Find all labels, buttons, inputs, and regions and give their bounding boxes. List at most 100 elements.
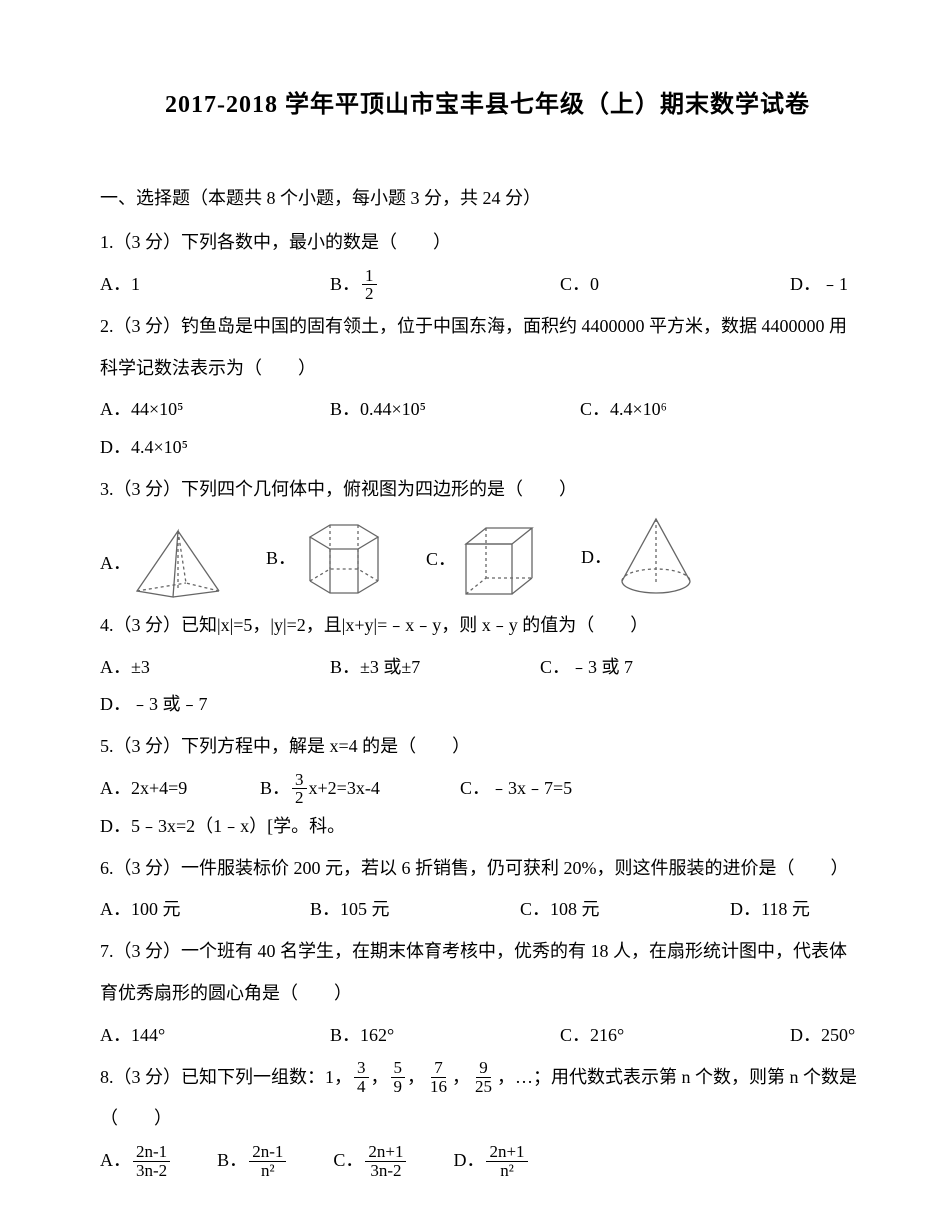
question-2-line2: 科学记数法表示为（ ） [100,350,875,388]
frac-den: 9 [391,1078,406,1096]
frac-den: 2 [292,789,307,807]
q5-opt-c: C．﹣3x﹣7=5 [460,770,610,808]
frac-den: 25 [472,1078,495,1096]
q5-opt-a: A．2x+4=9 [100,770,230,808]
q4-opt-c: C．﹣3 或 7 [540,649,730,687]
q5-b-post: x+2=3x-4 [309,770,380,808]
q8-opt-b: B． 2n-1n² [217,1142,288,1180]
q2-opt-d: D．4.4×10⁵ [100,429,188,467]
fraction: 3 2 [292,771,307,808]
q8-pre: 8.（3 分）已知下列一组数：1， [100,1059,352,1097]
q7-opt-c: C．216° [560,1017,740,1055]
question-4-options: A．±3 B．±3 或±7 C．﹣3 或 7 D．﹣3 或﹣7 [100,649,875,725]
question-4: 4.（3 分）已知|x|=5，|y|=2，且|x+y|=﹣x﹣y，则 x﹣y 的… [100,607,875,645]
pyramid-icon [131,525,226,603]
q6-opt-d: D．118 元 [730,891,810,929]
q1-opt-d: D．﹣1 [790,266,848,304]
question-1-options: A．1 B． 1 2 C．0 D．﹣1 [100,266,875,304]
cube-icon [456,518,541,603]
q3-d-label: D． [581,539,612,577]
page-title: 2017-2018 学年平顶山市宝丰县七年级（上）期末数学试卷 [100,80,875,130]
question-8: 8.（3 分）已知下列一组数：1， 34 ， 59 ， 716 ， 925 ，…… [100,1059,875,1097]
q8-c-label: C． [333,1142,363,1180]
q2-opt-c: C．4.4×10⁶ [580,391,760,429]
q8-post: ，…；用代数式表示第 n 个数，则第 n 个数是 [497,1059,857,1097]
comma: ， [452,1059,470,1097]
question-5: 5.（3 分）下列方程中，解是 x=4 的是（ ） [100,728,875,766]
frac-den: n² [258,1162,278,1180]
frac-num: 5 [391,1059,406,1078]
q1-opt-b: B． 1 2 [330,266,510,304]
comma: ， [407,1059,425,1097]
frac-den: 3n-2 [133,1162,170,1180]
q1-opt-c: C．0 [560,266,740,304]
q6-opt-b: B．105 元 [310,891,470,929]
section-header: 一、选择题（本题共 8 个小题，每小题 3 分，共 24 分） [100,180,875,218]
q4-opt-d: D．﹣3 或﹣7 [100,686,208,724]
q8-b-label: B． [217,1142,247,1180]
q1-b-label: B． [330,266,360,304]
frac-den: 4 [354,1078,369,1096]
question-7-line1: 7.（3 分）一个班有 40 名学生，在期末体育考核中，优秀的有 18 人，在扇… [100,933,875,971]
fraction: 2n-1n² [249,1143,286,1180]
frac-num: 2n+1 [365,1143,406,1162]
fraction: 59 [391,1059,406,1096]
question-7-line2: 育优秀扇形的圆心角是（ ） [100,975,875,1013]
question-8-options: A． 2n-13n-2 B． 2n-1n² C． 2n+13n-2 D． 2n+… [100,1142,875,1180]
q3-a-label: A． [100,545,131,583]
q2-opt-b: B．0.44×10⁵ [330,391,530,429]
question-6-options: A．100 元 B．105 元 C．108 元 D．118 元 [100,891,875,929]
fraction: 925 [472,1059,495,1096]
question-3: 3.（3 分）下列四个几何体中，俯视图为四边形的是（ ） [100,471,875,509]
comma: ， [371,1059,389,1097]
question-8-tail: （ ） [100,1100,875,1138]
frac-num: 3 [354,1059,369,1078]
frac-num: 2n+1 [486,1143,527,1162]
q3-opt-d: D． [581,513,700,603]
cone-icon [612,513,700,603]
question-7-options: A．144° B．162° C．216° D．250° [100,1017,875,1055]
fraction: 2n+13n-2 [365,1143,406,1180]
q5-opt-d: D．5﹣3x=2（1﹣x）[学。科。 [100,808,345,846]
frac-num: 3 [292,771,307,790]
frac-den: 16 [427,1078,450,1096]
q4-opt-a: A．±3 [100,649,280,687]
q2-opt-a: A．44×10⁵ [100,391,280,429]
q6-opt-c: C．108 元 [520,891,680,929]
q8-opt-c: C． 2n+13n-2 [333,1142,408,1180]
question-3-options: A． B． [100,513,875,603]
question-5-options: A．2x+4=9 B． 3 2 x+2=3x-4 C．﹣3x﹣7=5 D．5﹣3… [100,770,875,846]
hexagonal-prism-icon [296,515,386,603]
q7-opt-d: D．250° [790,1017,855,1055]
q3-opt-b: B． [266,515,386,603]
q8-a-label: A． [100,1142,131,1180]
frac-den: n² [497,1162,517,1180]
q8-opt-a: A． 2n-13n-2 [100,1142,172,1180]
q7-opt-b: B．162° [330,1017,510,1055]
frac-den: 2 [362,285,377,303]
frac-num: 9 [476,1059,491,1078]
q3-opt-a: A． [100,525,226,603]
fraction: 716 [427,1059,450,1096]
question-6: 6.（3 分）一件服装标价 200 元，若以 6 折销售，仍可获利 20%，则这… [100,850,875,888]
fraction: 1 2 [362,267,377,304]
frac-num: 7 [431,1059,446,1078]
fraction: 34 [354,1059,369,1096]
question-2-options: A．44×10⁵ B．0.44×10⁵ C．4.4×10⁶ D．4.4×10⁵ [100,391,875,467]
frac-num: 2n-1 [133,1143,170,1162]
q7-opt-a: A．144° [100,1017,280,1055]
frac-num: 1 [362,267,377,286]
question-2-line1: 2.（3 分）钓鱼岛是中国的固有领土，位于中国东海，面积约 4400000 平方… [100,308,875,346]
q5-opt-b: B． 3 2 x+2=3x-4 [260,770,430,808]
q4-opt-b: B．±3 或±7 [330,649,490,687]
q8-d-label: D． [453,1142,484,1180]
fraction: 2n-13n-2 [133,1143,170,1180]
q5-b-label: B． [260,770,290,808]
q3-opt-c: C． [426,518,541,603]
frac-den: 3n-2 [367,1162,404,1180]
q3-b-label: B． [266,540,296,578]
q1-opt-a: A．1 [100,266,280,304]
frac-num: 2n-1 [249,1143,286,1162]
fraction: 2n+1n² [486,1143,527,1180]
q6-opt-a: A．100 元 [100,891,260,929]
